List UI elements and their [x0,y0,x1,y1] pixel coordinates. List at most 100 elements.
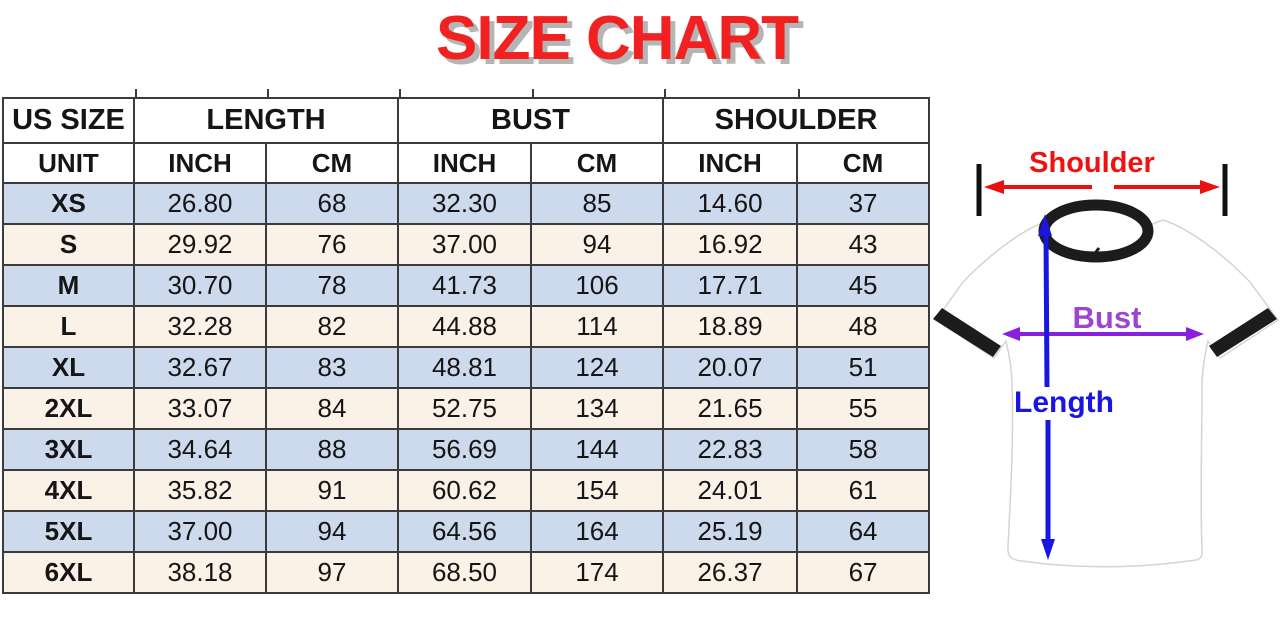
value-cell: 30.70 [133,264,267,307]
value-cell: 48 [796,305,931,348]
header-shoulder-inch: INCH [662,142,799,184]
header-bust: BUST [396,97,665,144]
value-cell: 44.88 [397,305,532,348]
tshirt-body [933,199,1280,568]
value-cell: 26.80 [133,182,267,225]
table-row: 6XL 38.18 97 68.50 174 26.37 67 [2,551,931,594]
value-cell: 76 [265,223,399,266]
size-cell: XL [2,346,135,389]
header-bust-cm: CM [529,142,665,184]
header-length: LENGTH [133,97,399,144]
shoulder-label: Shoulder [1029,147,1155,179]
value-cell: 22.83 [662,428,799,471]
size-chart-table: US SIZE LENGTH BUST SHOULDER UNIT INCH C… [2,97,931,594]
value-cell: 82 [265,305,399,348]
tshirt-diagram: Shoulder Bust [930,130,1280,644]
value-cell: 37 [796,182,931,225]
value-cell: 14.60 [662,182,799,225]
value-cell: 32.67 [133,346,267,389]
value-cell: 134 [529,387,665,430]
shoulder-arrow [976,164,1228,216]
left-cuff [933,308,1001,357]
value-cell: 37.00 [133,510,267,553]
size-cell: XS [2,182,135,225]
value-cell: 78 [265,264,399,307]
size-cell: 5XL [2,510,135,553]
border-stub [532,89,534,98]
table-row: 5XL 37.00 94 64.56 164 25.19 64 [2,510,931,553]
value-cell: 106 [529,264,665,307]
size-cell: 4XL [2,469,135,512]
value-cell: 45 [796,264,931,307]
table-row: XS 26.80 68 32.30 85 14.60 37 [2,182,931,225]
value-cell: 37.00 [397,223,532,266]
value-cell: 174 [529,551,665,594]
border-stub [664,89,666,98]
border-stub [399,89,401,98]
value-cell: 38.18 [133,551,267,594]
value-cell: 64.56 [397,510,532,553]
value-cell: 58 [796,428,931,471]
tshirt-graphic: Shoulder Bust [933,147,1280,568]
value-cell: 60.62 [397,469,532,512]
size-rows: XS 26.80 68 32.30 85 14.60 37 S 29.92 76 37.00 94 16… [2,182,931,594]
value-cell: 154 [529,469,665,512]
value-cell: 88 [265,428,399,471]
header-unit-row: UNIT INCH CM INCH CM INCH CM [2,142,931,184]
value-cell: 24.01 [662,469,799,512]
bust-label: Bust [1073,300,1142,335]
value-cell: 16.92 [662,223,799,266]
value-cell: 43 [796,223,931,266]
length-label: Length [1014,386,1114,419]
value-cell: 51 [796,346,931,389]
value-cell: 83 [265,346,399,389]
table-row: 3XL 34.64 88 56.69 144 22.83 58 [2,428,931,471]
value-cell: 85 [529,182,665,225]
value-cell: 18.89 [662,305,799,348]
header-bust-inch: INCH [397,142,532,184]
value-cell: 94 [529,223,665,266]
border-stub [798,89,800,98]
value-cell: 48.81 [397,346,532,389]
value-cell: 68.50 [397,551,532,594]
size-cell: S [2,223,135,266]
value-cell: 20.07 [662,346,799,389]
value-cell: 33.07 [133,387,267,430]
value-cell: 21.65 [662,387,799,430]
header-length-inch: INCH [133,142,267,184]
table-row: M 30.70 78 41.73 106 17.71 45 [2,264,931,307]
header-group-row: US SIZE LENGTH BUST SHOULDER [2,97,931,144]
value-cell: 35.82 [133,469,267,512]
value-cell: 32.30 [397,182,532,225]
table-row: S 29.92 76 37.00 94 16.92 43 [2,223,931,266]
size-cell: 2XL [2,387,135,430]
header-shoulder-cm: CM [796,142,931,184]
value-cell: 52.75 [397,387,532,430]
table-row: L 32.28 82 44.88 114 18.89 48 [2,305,931,348]
value-cell: 68 [265,182,399,225]
value-cell: 26.37 [662,551,799,594]
header-shoulder: SHOULDER [662,97,931,144]
table-row: 4XL 35.82 91 60.62 154 24.01 61 [2,469,931,512]
border-stub [135,89,137,98]
value-cell: 144 [529,428,665,471]
length-arrow [1038,214,1055,560]
value-cell: 91 [265,469,399,512]
value-cell: 34.64 [133,428,267,471]
value-cell: 164 [529,510,665,553]
header-unit: UNIT [2,142,135,184]
value-cell: 64 [796,510,931,553]
value-cell: 67 [796,551,931,594]
value-cell: 97 [265,551,399,594]
value-cell: 124 [529,346,665,389]
header-length-cm: CM [265,142,399,184]
collar [1038,199,1154,263]
border-stub [267,89,269,98]
size-cell: 3XL [2,428,135,471]
right-cuff [1209,308,1277,357]
value-cell: 84 [265,387,399,430]
value-cell: 29.92 [133,223,267,266]
size-cell: M [2,264,135,307]
value-cell: 25.19 [662,510,799,553]
size-cell: 6XL [2,551,135,594]
